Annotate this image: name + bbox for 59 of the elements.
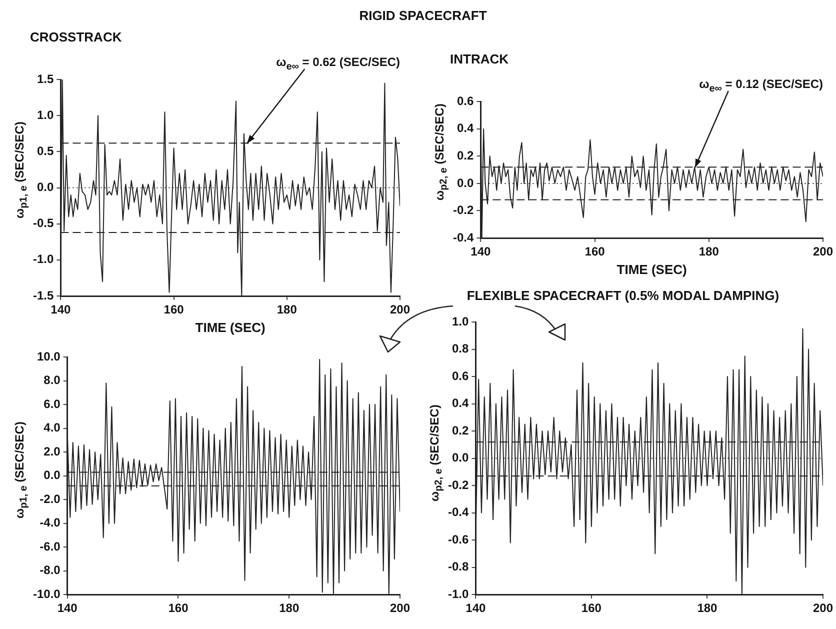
x-tick-label: 140	[466, 601, 486, 616]
y-tick-label: -0.2	[448, 478, 469, 492]
y-tick-label: -0.8	[448, 560, 469, 574]
x-tick-label: 140	[50, 302, 72, 317]
y-tick-label: 0.2	[456, 148, 474, 162]
y-tick-label: 0.0	[36, 180, 54, 194]
y-tick-label: -1.5	[32, 288, 54, 302]
y-tick-label: 6.0	[44, 396, 61, 411]
chart-title: FLEXIBLE SPACECRAFT (0.5% MODAL DAMPING)	[466, 288, 780, 303]
y-tick-label: -0.4	[448, 505, 469, 520]
y-tick-label: 0.0	[44, 468, 61, 482]
x-tick-label: 140	[470, 244, 492, 259]
x-tick-label: 180	[276, 302, 298, 317]
y-tick-label: 0.6	[456, 94, 474, 108]
x-tick-label: 160	[584, 244, 606, 259]
y-tick-label: 0.2	[452, 423, 469, 438]
y-tick-label: 0.6	[452, 368, 469, 383]
y-tick-label: 0.4	[456, 121, 474, 136]
chart-subtitle: CROSSTRACK	[30, 29, 122, 44]
x-tick-label: 180	[279, 601, 300, 616]
y-tick-label: -10.0	[32, 586, 61, 601]
y-tick-label: 0.5	[36, 144, 54, 158]
y-tick-label: -1.0	[32, 252, 54, 266]
x-tick-label: 180	[697, 601, 718, 616]
x-tick-label: 140	[57, 601, 78, 616]
y-tick-label: 0.0	[456, 176, 474, 190]
x-tick-label: 200	[812, 244, 834, 259]
annotation: ω$_{e∞}$ = 0.12 (SEC/SEC)	[699, 76, 823, 96]
x-tick-label: 200	[390, 302, 410, 317]
x-axis-title: TIME (SEC)	[616, 262, 687, 277]
y-tick-label: 4.0	[44, 420, 61, 435]
y-tick-label: -0.5	[32, 216, 54, 230]
y-tick-label: -0.6	[448, 532, 469, 546]
y-tick-label: 10.0	[36, 349, 61, 364]
y-tick-label: 2.0	[44, 444, 61, 458]
y-tick-label: 1.5	[36, 72, 54, 86]
annotation: ω$_{e∞}$ = 0.62 (SEC/SEC)	[276, 54, 400, 74]
y-tick-label: 1.0	[452, 314, 469, 328]
y-tick-label: -1.0	[448, 586, 469, 601]
chart-title: RIGID SPACECRAFT	[358, 8, 488, 23]
x-tick-label: 200	[812, 601, 834, 616]
chart-subtitle: INTRACK	[450, 51, 510, 66]
y-tick-label: -0.2	[452, 203, 474, 218]
y-tick-label: 8.0	[44, 373, 61, 388]
y-tick-label: -4.0	[40, 516, 61, 530]
x-tick-label: 160	[581, 601, 602, 616]
y-tick-label: 0.8	[452, 342, 469, 356]
y-tick-label: 0.4	[452, 396, 469, 410]
y-tick-label: 1.0	[36, 108, 54, 122]
y-tick-label: -6.0	[40, 539, 61, 554]
y-tick-label: -2.0	[40, 492, 61, 506]
x-tick-label: 160	[164, 302, 184, 317]
x-axis-title: TIME (SEC)	[195, 320, 266, 335]
y-tick-label: -0.4	[452, 230, 474, 244]
x-tick-label: 160	[168, 601, 189, 616]
y-tick-label: 0.0	[452, 450, 469, 465]
x-tick-label: 180	[698, 244, 720, 259]
x-tick-label: 200	[390, 601, 410, 616]
y-tick-label: -8.0	[40, 563, 61, 578]
